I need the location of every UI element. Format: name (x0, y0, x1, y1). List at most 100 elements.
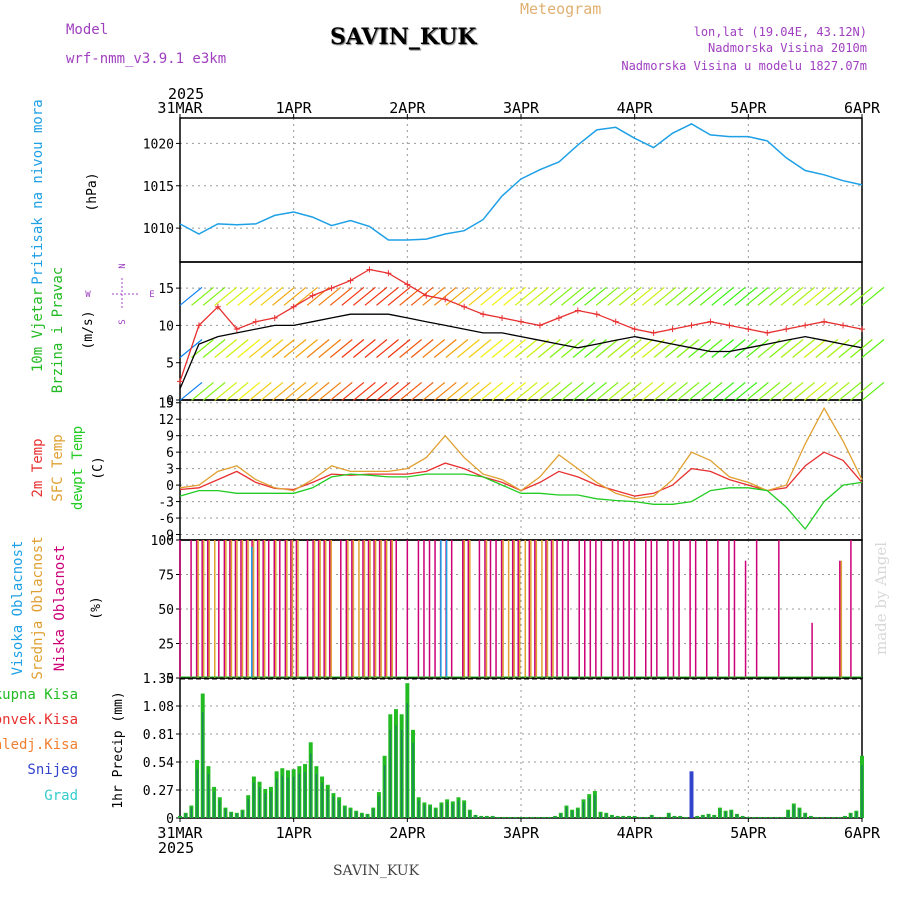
gust-marker (214, 303, 221, 310)
wind-barb (757, 286, 781, 306)
wind-barb (665, 286, 688, 306)
precip-bar-conv (480, 816, 482, 818)
wind-barb (214, 286, 238, 306)
precip-bar-conv (747, 817, 749, 818)
wind-barb (676, 381, 700, 401)
wind-barb (722, 286, 746, 306)
precip-bar-conv (594, 795, 596, 818)
wind-barb (353, 381, 376, 401)
gust-marker (688, 322, 695, 329)
wind-barb (607, 339, 631, 358)
precip-bar-conv (412, 743, 414, 818)
gust-marker (593, 311, 600, 318)
gust-marker (612, 318, 619, 325)
wind-barb (803, 286, 827, 306)
wind-barb (341, 339, 365, 358)
wind-barb (561, 339, 584, 358)
wind-barb (630, 286, 654, 306)
temp-unit: (C) (91, 456, 106, 479)
compass-north: N (118, 263, 128, 268)
wind-barb (665, 339, 688, 358)
wind-barb (572, 381, 596, 401)
precip-bar-conv (349, 809, 352, 818)
precip-bar-conv (452, 803, 454, 818)
precip-ytick-label: 0.27 (143, 784, 174, 799)
precip-bar-conv (179, 816, 181, 818)
precip-bar-conv (366, 814, 369, 818)
precip-bar-conv (844, 816, 846, 818)
precip-bar-conv (503, 817, 505, 818)
precip-bar-conv (571, 810, 573, 818)
precip-bar-conv (725, 811, 727, 818)
wind-barb (283, 286, 307, 306)
precip-bar-conv (344, 807, 346, 818)
wind-barb (826, 286, 850, 306)
precip-bar-conv (793, 805, 795, 818)
wind-barb (653, 381, 677, 401)
wind-barb (630, 381, 654, 401)
precip-bar-conv (213, 791, 215, 818)
precip-bar-conv (696, 816, 698, 818)
wind-barb (410, 286, 434, 306)
dewpt-title: dewpt Temp (70, 426, 86, 510)
precip-bar-conv (258, 787, 261, 818)
xtick-label-bottom: 31MAR (157, 824, 203, 842)
wind-barb (306, 381, 330, 401)
precip-bar-conv (707, 814, 710, 818)
gust-marker (726, 322, 733, 329)
precip-bar-conv (304, 772, 306, 818)
precip-bar-conv (372, 809, 374, 818)
wind-barb (850, 381, 873, 401)
wind-barb (376, 339, 399, 358)
wind-barb (746, 339, 769, 358)
precip-bar-conv (770, 817, 772, 818)
wind-barb (248, 381, 272, 401)
wind-barb (457, 286, 480, 306)
wind-barb (202, 339, 226, 358)
precip-bar-conv (753, 817, 755, 818)
wind-barb (595, 286, 619, 306)
xtick-label-top: 2APR (389, 99, 426, 117)
pressure-unit: (hPa) (85, 172, 100, 211)
wind-barb (480, 381, 503, 401)
gust-marker (499, 314, 506, 321)
wind-barb (191, 381, 214, 401)
gust-marker (480, 311, 487, 318)
wind-barb (526, 339, 550, 358)
gust-marker (442, 296, 449, 303)
sfc-temp-title: SFC Temp (50, 434, 66, 501)
precip-ytick-label: 1.35 (143, 672, 174, 687)
precip-bar-conv (435, 809, 437, 818)
precip-bar-conv (679, 816, 681, 818)
wind-barb (272, 381, 295, 401)
wind-title: 10m Vjetar (30, 288, 46, 372)
wind-barb (711, 286, 735, 306)
wind-barb (214, 339, 238, 358)
wind-barb (457, 381, 480, 401)
wind-barb (491, 339, 515, 358)
precip-bar-conv (685, 817, 687, 818)
wind-barb (364, 339, 388, 358)
wind-barb (225, 339, 249, 358)
wind-barb (618, 286, 642, 306)
precip-bar-conv (850, 813, 852, 818)
wind-barb (295, 339, 318, 358)
wind-barb (549, 339, 573, 358)
wind-barb (260, 339, 284, 358)
wind-barb (248, 339, 272, 358)
wind-barb (306, 339, 330, 358)
precip-bar-conv (599, 812, 602, 818)
precip-bar-conv (287, 777, 289, 818)
precip-bar-conv (406, 703, 408, 818)
wind-barb (283, 381, 307, 401)
precip-bar-conv (310, 753, 312, 818)
precip-bar-conv (236, 813, 238, 818)
wind-barb (318, 381, 342, 401)
pressure-ytick-label: 1020 (143, 137, 174, 152)
precip-bar-conv (560, 813, 562, 818)
wind-barb (746, 381, 769, 401)
wind-barb (329, 339, 353, 358)
wind-barb (526, 286, 550, 306)
gust-marker (631, 326, 638, 333)
